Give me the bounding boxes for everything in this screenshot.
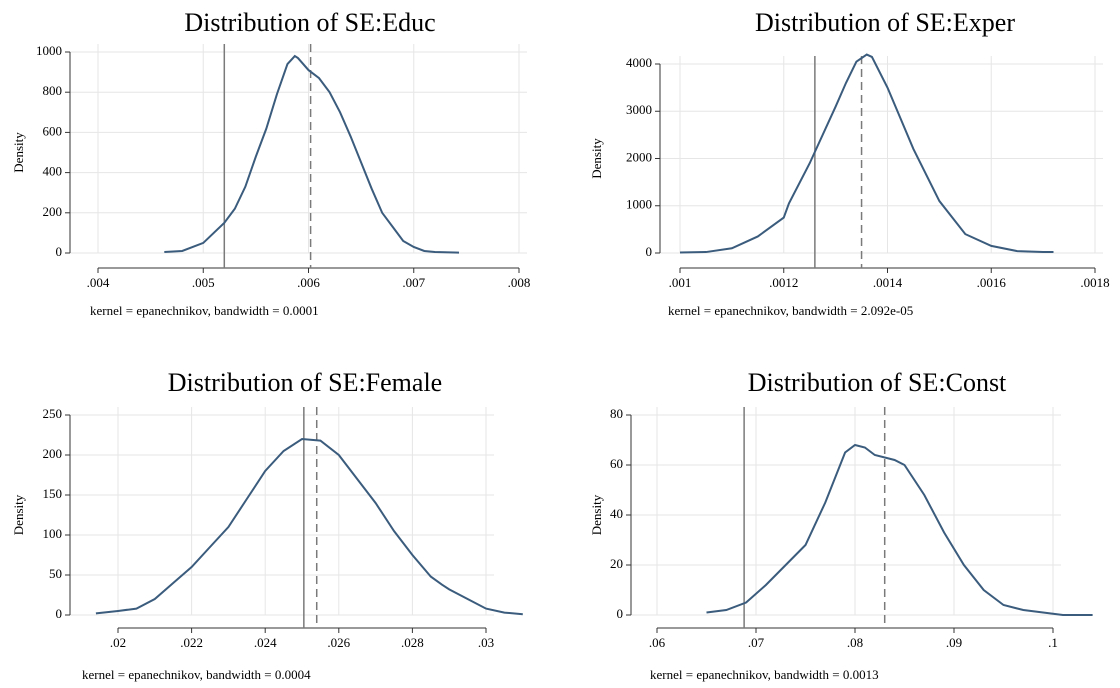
y-tick-label: 20 — [610, 556, 623, 571]
x-tick-label: .001 — [669, 275, 692, 290]
note: kernel = epanechnikov, bandwidth = 0.000… — [90, 303, 319, 318]
y-tick-label: 0 — [56, 606, 63, 621]
y-tick-label: 1000 — [36, 43, 62, 58]
chart-title: Distribution of SE:Educ — [184, 8, 435, 37]
x-tick-label: .02 — [110, 635, 126, 650]
y-tick-label: 1000 — [626, 197, 652, 212]
y-tick-label: 100 — [43, 526, 63, 541]
y-tick-label: 150 — [43, 486, 63, 501]
y-tick-label: 2000 — [626, 149, 652, 164]
x-tick-label: .0014 — [873, 275, 903, 290]
y-tick-label: 0 — [646, 244, 653, 259]
x-tick-label: .028 — [401, 635, 424, 650]
x-tick-label: .022 — [180, 635, 203, 650]
x-tick-label: .0012 — [769, 275, 798, 290]
x-tick-label: .0018 — [1080, 275, 1109, 290]
y-tick-label: 40 — [610, 506, 623, 521]
note: kernel = epanechnikov, bandwidth = 2.092… — [668, 303, 913, 318]
y-axis-label: Density — [11, 132, 26, 173]
y-tick-label: 3000 — [626, 102, 652, 117]
y-axis-label: Density — [11, 494, 26, 535]
x-tick-label: .008 — [508, 275, 531, 290]
y-tick-label: 250 — [43, 406, 63, 421]
x-tick-label: .006 — [297, 275, 320, 290]
chart-title: Distribution of SE:Exper — [755, 8, 1015, 37]
x-tick-label: .0016 — [977, 275, 1007, 290]
y-tick-label: 800 — [43, 83, 63, 98]
x-tick-label: .024 — [254, 635, 277, 650]
y-axis-label: Density — [589, 138, 604, 179]
x-tick-label: .007 — [402, 275, 425, 290]
y-tick-label: 60 — [610, 456, 623, 471]
y-tick-label: 0 — [617, 606, 624, 621]
x-tick-label: .08 — [847, 635, 863, 650]
x-tick-label: .1 — [1048, 635, 1058, 650]
y-tick-label: 0 — [56, 244, 63, 259]
y-tick-label: 200 — [43, 204, 63, 219]
x-tick-label: .005 — [192, 275, 215, 290]
x-tick-label: .03 — [478, 635, 494, 650]
y-tick-label: 80 — [610, 406, 623, 421]
density-line — [679, 53, 1054, 254]
note: kernel = epanechnikov, bandwidth = 0.001… — [650, 667, 879, 682]
y-tick-label: 400 — [43, 164, 63, 179]
y-tick-label: 200 — [43, 446, 63, 461]
density-line — [706, 443, 1093, 616]
density-line — [164, 54, 460, 254]
note: kernel = epanechnikov, bandwidth = 0.000… — [82, 667, 311, 682]
y-axis-label: Density — [589, 494, 604, 535]
x-tick-label: .06 — [649, 635, 666, 650]
x-tick-label: .004 — [87, 275, 110, 290]
y-tick-label: 4000 — [626, 55, 652, 70]
y-tick-label: 600 — [43, 123, 63, 138]
chart-title: Distribution of SE:Female — [168, 368, 442, 397]
x-tick-label: .09 — [946, 635, 962, 650]
chart-title: Distribution of SE:Const — [748, 368, 1007, 397]
density-line — [95, 437, 523, 616]
x-tick-label: .07 — [748, 635, 765, 650]
y-tick-label: 50 — [49, 566, 62, 581]
x-tick-label: .026 — [327, 635, 350, 650]
